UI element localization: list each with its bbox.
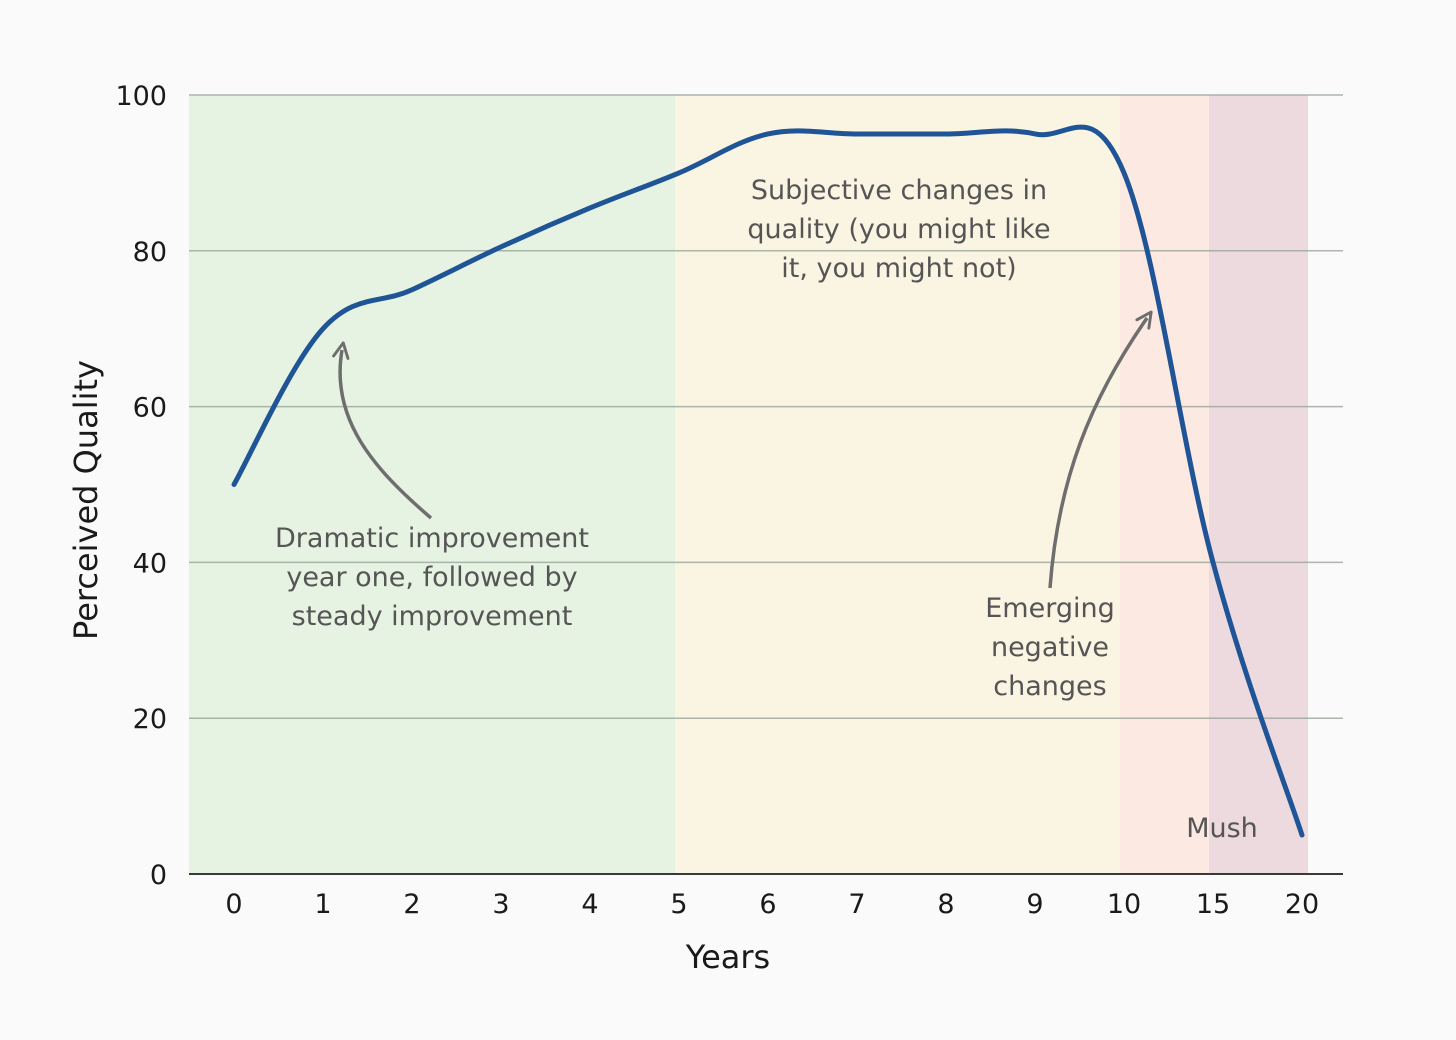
y-tick-label-40: 40: [133, 548, 167, 579]
background-regions: [189, 95, 1308, 874]
x-tick-label-10: 10: [1107, 889, 1141, 920]
x-tick-label-0: 0: [225, 889, 242, 920]
annotation-mush-line-0: Mush: [1186, 813, 1258, 844]
annotation-subjective-changes-line-0: Subjective changes in: [751, 175, 1047, 206]
x-tick-label-5: 5: [670, 889, 687, 920]
series-line-0: [231, 124, 1305, 838]
x-tick-label-4: 4: [581, 889, 598, 920]
annotation-subjective-changes: Subjective changes in quality (you might …: [747, 175, 1050, 284]
annotation-mush: Mush: [1186, 813, 1258, 844]
x-tick-label-20: 20: [1285, 889, 1319, 920]
annotation-emerging-negative-line-2: changes: [993, 671, 1106, 702]
region-0: [189, 95, 675, 874]
annotation-subjective-changes-line-2: it, you might not): [781, 253, 1016, 284]
x-tick-label-6: 6: [759, 889, 776, 920]
annotation-dramatic-improvement-line-1: year one, followed by: [286, 562, 577, 593]
x-tick-label-7: 7: [848, 889, 865, 920]
series-group: [231, 124, 1305, 838]
x-axis-title: Years: [685, 938, 770, 976]
region-3: [1209, 95, 1308, 874]
arrow-emerging-negative: [1048, 310, 1153, 589]
annotation-subjective-changes-line-1: quality (you might like: [747, 214, 1050, 245]
y-tick-label-60: 60: [133, 393, 167, 424]
y-tick-label-20: 20: [133, 704, 167, 735]
annotations: Dramatic improvement year one, followed b…: [275, 175, 1258, 844]
annotation-emerging-negative-line-1: negative: [991, 632, 1109, 663]
gridlines: [189, 94, 1343, 719]
annotation-arrows: [332, 310, 1153, 589]
y-tick-label-100: 100: [115, 81, 167, 112]
y-tick-label-80: 80: [133, 237, 167, 268]
x-tick-label-15: 15: [1196, 889, 1230, 920]
y-axis-title: Perceived Quality: [67, 360, 105, 640]
annotation-emerging-negative: Emerging negative changes: [985, 593, 1115, 702]
arrow-dramatic-improvement: [332, 341, 433, 520]
x-tick-label-3: 3: [492, 889, 509, 920]
x-axis-ticks: 0 1 2 3 4 5 6 7 8 9 10 15 20: [225, 889, 1319, 920]
annotation-dramatic-improvement-line-0: Dramatic improvement: [275, 523, 589, 554]
x-tick-label-8: 8: [937, 889, 954, 920]
y-axis-ticks: 0 20 40 60 80 100: [115, 81, 167, 891]
x-tick-label-9: 9: [1026, 889, 1043, 920]
annotation-dramatic-improvement: Dramatic improvement year one, followed b…: [275, 523, 589, 632]
annotation-emerging-negative-line-0: Emerging: [985, 593, 1115, 624]
annotation-dramatic-improvement-line-2: steady improvement: [292, 601, 573, 632]
region-1: [675, 95, 1120, 874]
x-tick-label-1: 1: [314, 889, 331, 920]
y-tick-label-0: 0: [150, 860, 167, 891]
x-tick-label-2: 2: [403, 889, 420, 920]
